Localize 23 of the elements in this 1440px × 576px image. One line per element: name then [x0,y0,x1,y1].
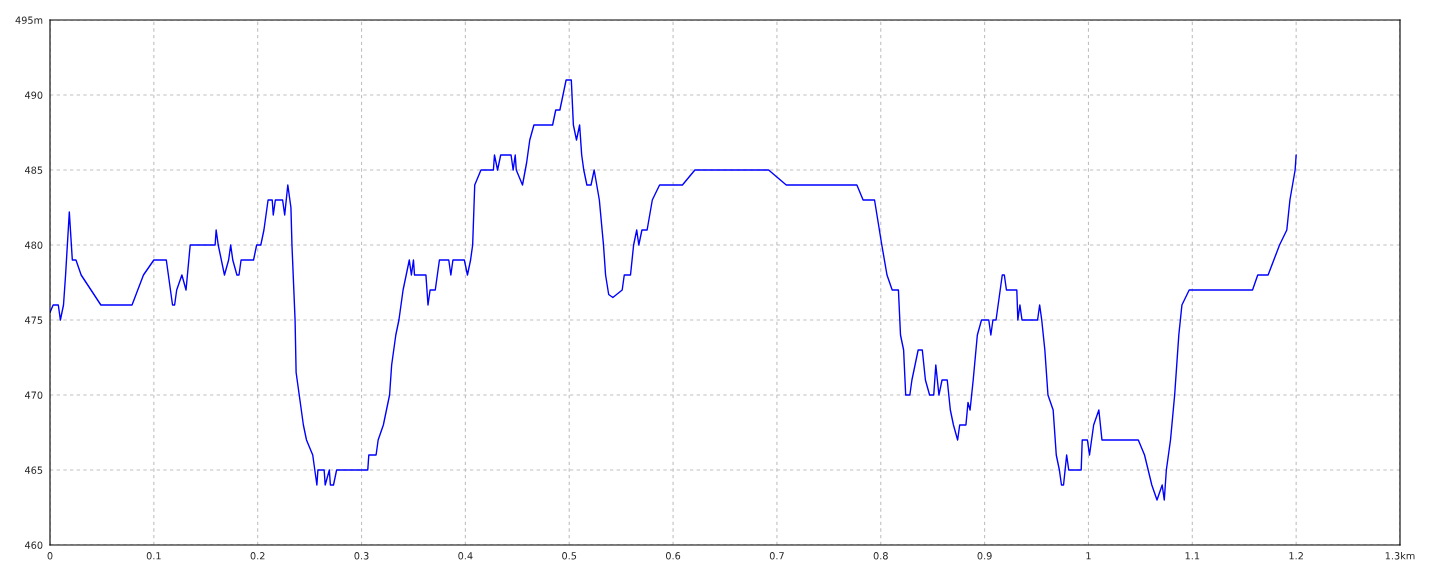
x-tick-label: 0.6 [665,552,681,560]
x-tick-label: 0.8 [873,552,888,560]
x-tick-label: 1.2 [1289,552,1303,560]
x-tick-label: 0.3 [354,552,369,560]
x-tick-label: 0.2 [250,552,265,560]
y-tick-label: 470 [24,391,43,399]
x-tick-label: 0 [47,552,53,560]
x-tick-label: 0.4 [458,552,473,560]
y-tick-label: 495m [15,16,43,24]
line-series [50,79,1297,501]
y-tick-label: 485 [24,166,43,174]
y-tick-label: 475 [24,316,43,324]
x-tick-label: 0.7 [769,552,784,560]
x-tick-label: 0.5 [562,552,577,560]
y-tick-label: 490 [24,91,43,99]
y-tick-label: 460 [24,541,43,549]
y-tick-label: 465 [24,466,43,474]
x-tick-label: 1 [1086,552,1091,560]
x-tick-label: 1.3km [1385,551,1415,560]
x-tick-label: 0.1 [146,552,161,560]
x-tick-label: 0.9 [977,552,992,560]
x-tick-label: 1.1 [1185,552,1200,560]
y-tick-label: 480 [24,241,43,249]
